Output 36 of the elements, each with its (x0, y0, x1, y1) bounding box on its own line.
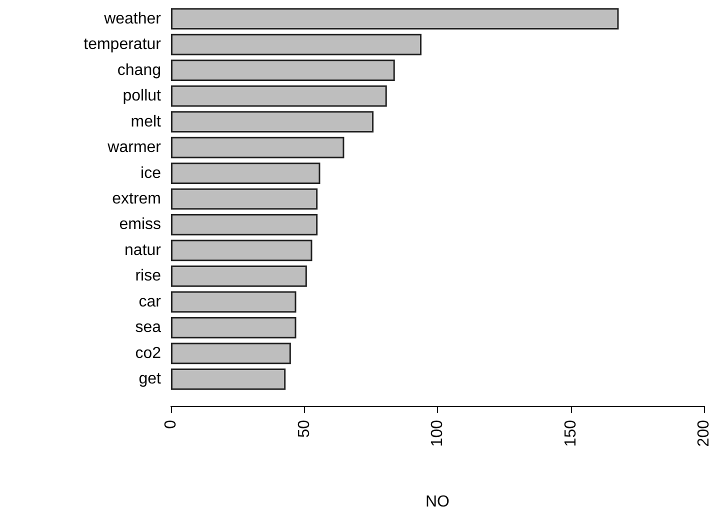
y-tick-label: melt (130, 113, 162, 130)
y-tick-label: weather (103, 10, 162, 28)
y-tick-label: co2 (135, 344, 162, 362)
y-tick-label: car (138, 293, 162, 310)
bar (171, 162, 320, 184)
x-tick-label: 50 (296, 420, 313, 438)
x-axis-title: NO (426, 494, 450, 510)
bar (171, 291, 296, 313)
y-tick-label: sea (135, 319, 162, 336)
x-tick-label: 200 (696, 420, 712, 447)
x-tick-label: 100 (429, 420, 446, 447)
bar (171, 316, 296, 338)
y-tick-label: pollut (122, 88, 162, 105)
bar (171, 8, 619, 30)
bar (171, 342, 291, 364)
y-tick-label: extrem (112, 190, 161, 208)
y-tick-label: chang (117, 62, 161, 79)
bar (171, 214, 318, 236)
y-tick-label: warmer (106, 139, 162, 156)
bar (171, 34, 422, 56)
bar (171, 60, 395, 82)
bar (171, 85, 387, 107)
y-tick-label: temperatur (84, 36, 162, 54)
bar (171, 266, 307, 287)
bar (171, 111, 374, 132)
bar (171, 188, 318, 210)
y-tick-label: get (138, 370, 162, 388)
x-tick-label: 0 (162, 420, 180, 429)
x-tick-label: 150 (562, 420, 580, 447)
bar (171, 136, 344, 158)
y-tick-label: ice (140, 164, 162, 182)
y-tick-label: rise (135, 268, 162, 285)
bar (171, 368, 286, 390)
y-tick-label: natur (124, 242, 162, 259)
y-tick-label: emiss (119, 216, 161, 234)
bar (171, 240, 312, 262)
